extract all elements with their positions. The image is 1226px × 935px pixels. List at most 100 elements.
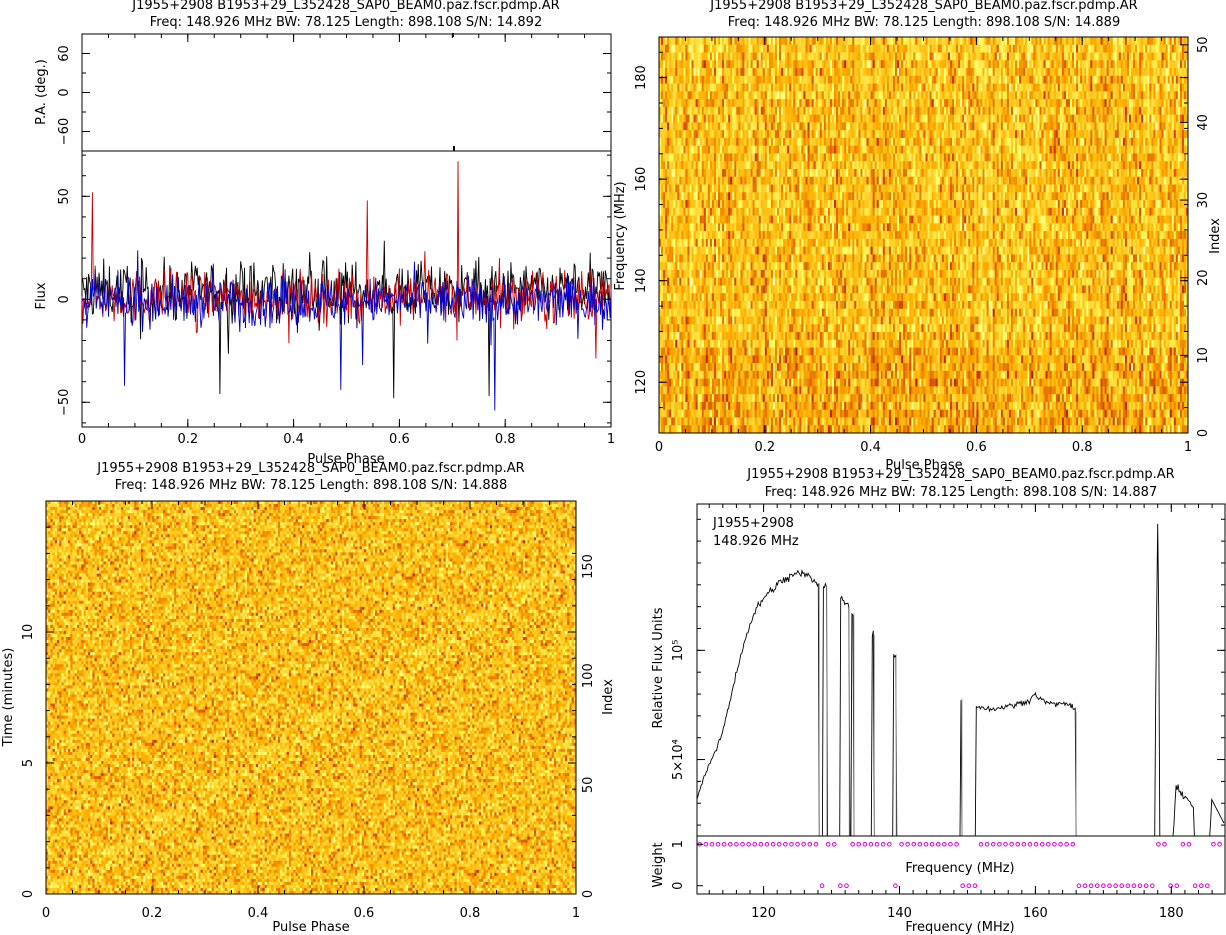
heatmap-cell: [867, 130, 869, 138]
heatmap-cell: [1052, 146, 1054, 154]
heatmap-cell: [734, 107, 736, 115]
heatmap-cell: [1113, 84, 1115, 92]
heatmap-cell: [681, 99, 683, 107]
heatmap-cell: [1170, 130, 1172, 138]
heatmap-cell: [1125, 138, 1127, 146]
heatmap-cell: [757, 84, 759, 92]
heatmap-cell: [1127, 37, 1129, 45]
heatmap-cell: [724, 60, 726, 68]
heatmap-cell: [980, 99, 982, 107]
heatmap-cell: [1172, 60, 1174, 68]
heatmap-cell: [862, 146, 864, 154]
heatmap-cell: [765, 122, 767, 130]
heatmap-cell: [1119, 107, 1121, 115]
heatmap-cell: [1074, 130, 1076, 138]
heatmap-cell: [1166, 138, 1168, 146]
heatmap-cell: [909, 107, 911, 115]
heatmap-cell: [903, 115, 905, 123]
heatmap-cell: [724, 84, 726, 92]
heatmap-cell: [960, 37, 962, 45]
heatmap-cell: [987, 146, 989, 154]
heatmap-cell: [956, 76, 958, 84]
heatmap-cell: [917, 91, 919, 99]
heatmap-cell: [1033, 37, 1035, 45]
heatmap-cell: [948, 76, 950, 84]
heatmap-cell: [781, 115, 783, 123]
heatmap-cell: [1074, 138, 1076, 146]
heatmap-cell: [771, 53, 773, 61]
heatmap-cell: [1039, 107, 1041, 115]
heatmap-cell: [907, 45, 909, 53]
flux-series-line: [82, 250, 611, 410]
heatmap-cell: [1113, 115, 1115, 123]
heatmap-cell: [871, 76, 873, 84]
heatmap-cell: [1155, 45, 1157, 53]
heatmap-cell: [1127, 91, 1129, 99]
heatmap-cell: [1168, 115, 1170, 123]
heatmap-cell: [919, 138, 921, 146]
heatmap-cell: [897, 68, 899, 76]
heatmap-cell: [856, 60, 858, 68]
heatmap-cell: [1088, 122, 1090, 130]
heatmap-cell: [1013, 130, 1015, 138]
heatmap-cell: [826, 91, 828, 99]
heatmap-cell: [1119, 99, 1121, 107]
heatmap-cell: [944, 146, 946, 154]
heatmap-cell: [810, 107, 812, 115]
heatmap-cell: [1107, 68, 1109, 76]
heatmap-cell: [746, 84, 748, 92]
heatmap-cell: [976, 107, 978, 115]
heatmap-cell: [763, 122, 765, 130]
heatmap-cell: [732, 115, 734, 123]
heatmap-cell: [740, 68, 742, 76]
heatmap-cell: [930, 76, 932, 84]
heatmap-cell: [862, 76, 864, 84]
heatmap-cell: [893, 146, 895, 154]
heatmap-cell: [881, 130, 883, 138]
heatmap-cell: [718, 91, 720, 99]
heatmap-cell: [1137, 115, 1139, 123]
heatmap-cell: [1001, 115, 1003, 123]
heatmap-cell: [822, 68, 824, 76]
heatmap-cell: [661, 84, 663, 92]
heatmap-cell: [1019, 45, 1021, 53]
heatmap-cell: [848, 60, 850, 68]
heatmap-cell: [834, 99, 836, 107]
heatmap-cell: [1170, 122, 1172, 130]
heatmap-cell: [901, 68, 903, 76]
heatmap-cell: [1088, 76, 1090, 84]
heatmap-cell: [683, 130, 685, 138]
heatmap-cell: [987, 99, 989, 107]
heatmap-cell: [903, 60, 905, 68]
heatmap-cell: [840, 45, 842, 53]
heatmap-cell: [708, 84, 710, 92]
heatmap-cell: [889, 146, 891, 154]
heatmap-cell: [663, 130, 665, 138]
heatmap-cell: [1086, 45, 1088, 53]
heatmap-cell: [964, 99, 966, 107]
heatmap-cell: [793, 84, 795, 92]
heatmap-cell: [989, 130, 991, 138]
heatmap-cell: [1174, 107, 1176, 115]
heatmap-cell: [744, 130, 746, 138]
heatmap-cell: [698, 115, 700, 123]
heatmap-cell: [899, 138, 901, 146]
heatmap-cell: [897, 146, 899, 154]
heatmap-cell: [679, 146, 681, 154]
heatmap-cell: [1052, 84, 1054, 92]
heatmap-cell: [681, 76, 683, 84]
heatmap-cell: [966, 45, 968, 53]
heatmap-cell: [698, 146, 700, 154]
heatmap-cell: [830, 53, 832, 61]
heatmap-cell: [974, 68, 976, 76]
heatmap-cell: [1180, 76, 1182, 84]
heatmap-cell: [895, 138, 897, 146]
heatmap-cell: [805, 91, 807, 99]
heatmap-cell: [891, 130, 893, 138]
heatmap-cell: [781, 130, 783, 138]
heatmap-cell: [1147, 130, 1149, 138]
heatmap-cell: [869, 45, 871, 53]
heatmap-cell: [1072, 91, 1074, 99]
heatmap-cell: [932, 68, 934, 76]
heatmap-cell: [865, 76, 867, 84]
